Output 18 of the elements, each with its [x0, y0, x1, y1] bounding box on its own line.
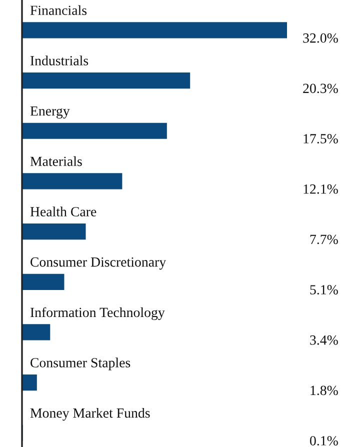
- data-label: 3.4%: [310, 335, 338, 345]
- data-label: 1.8%: [310, 386, 338, 396]
- data-label: 17.5%: [304, 134, 338, 144]
- y-tick-label: Health Care: [30, 206, 96, 216]
- data-label: 5.1%: [310, 285, 338, 294]
- y-tick-label: Consumer Staples: [30, 358, 130, 370]
- y-tick-label: Consumer Discretionary: [30, 257, 166, 270]
- data-label: 12.1%: [304, 184, 338, 194]
- data-label: 32.0%: [303, 33, 338, 43]
- data-label: 20.3%: [303, 84, 338, 94]
- y-tick-label: Information Technology: [30, 307, 165, 320]
- y-tick-label: Financials: [30, 5, 87, 16]
- data-label: 0.1%: [310, 436, 338, 446]
- y-tick-label: Money Market Funds: [30, 408, 150, 421]
- data-label: 7.7%: [310, 234, 338, 244]
- y-tick-label: Industrials: [30, 56, 88, 66]
- y-tick-label: Materials: [30, 156, 82, 166]
- y-tick-label: Energy: [30, 106, 70, 119]
